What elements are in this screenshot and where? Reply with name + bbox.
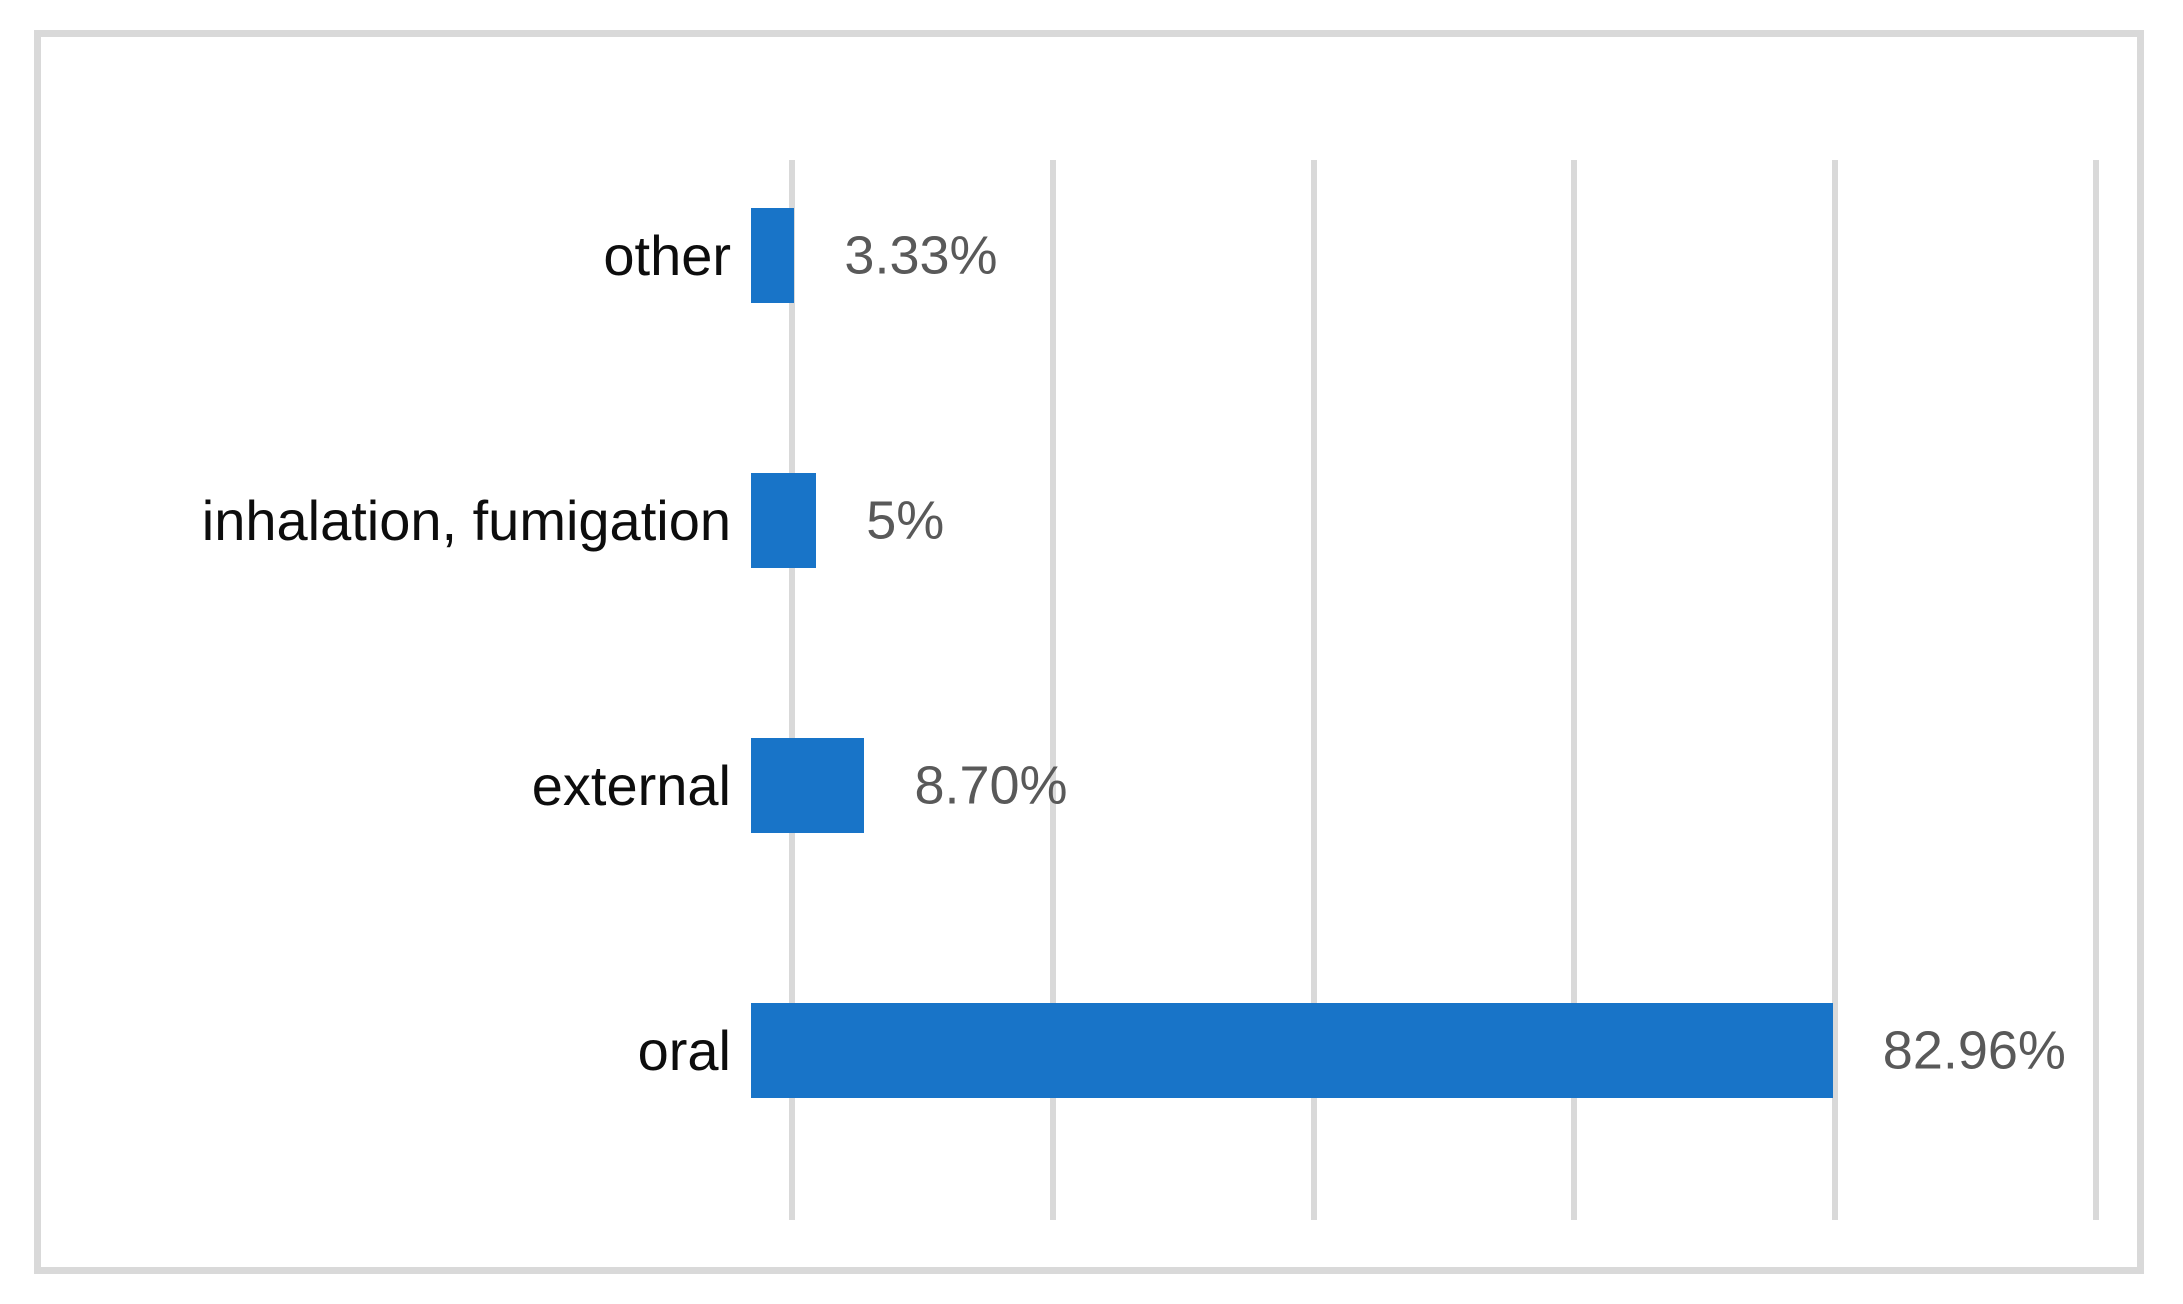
value-label: 3.33% xyxy=(844,224,998,285)
gridline-0pct xyxy=(789,160,795,1220)
bar-inhalation-fumigation xyxy=(751,473,817,568)
value-label: 8.70% xyxy=(914,754,1068,815)
bar-other xyxy=(751,208,795,303)
category-label: oral xyxy=(637,1018,731,1082)
gridline-40pct xyxy=(1310,160,1317,1220)
bar-external xyxy=(751,738,865,833)
gridline-60pct xyxy=(1571,160,1578,1220)
category-label: inhalation, fumigation xyxy=(201,488,731,552)
plot-area xyxy=(789,160,2099,1220)
value-label: 82.96% xyxy=(1882,1019,2066,1080)
bar-oral xyxy=(751,1003,1833,1098)
gridline-80pct xyxy=(1832,160,1839,1220)
category-label: other xyxy=(603,223,731,287)
gridline-100pct xyxy=(2093,160,2099,1220)
value-label: 5% xyxy=(866,489,945,550)
chart-frame-border: other 3.33% inhalation, fumigation 5% extern… xyxy=(34,30,2144,1274)
gridline-20pct xyxy=(1049,160,1056,1220)
category-label: external xyxy=(531,753,731,817)
